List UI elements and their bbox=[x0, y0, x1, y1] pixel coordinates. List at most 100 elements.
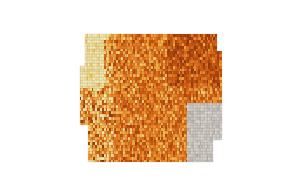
Bar bbox=[203, 160, 205, 162]
Bar bbox=[125, 51, 127, 54]
Bar bbox=[208, 120, 210, 122]
Bar bbox=[99, 40, 100, 43]
Bar bbox=[83, 120, 85, 122]
Bar bbox=[175, 137, 177, 140]
Bar bbox=[173, 117, 175, 120]
Bar bbox=[88, 80, 90, 83]
Bar bbox=[215, 69, 217, 71]
Bar bbox=[100, 43, 102, 46]
Bar bbox=[161, 80, 163, 83]
Bar bbox=[161, 43, 163, 46]
Bar bbox=[154, 145, 156, 148]
Bar bbox=[201, 69, 203, 71]
Bar bbox=[193, 69, 194, 71]
Bar bbox=[144, 71, 146, 74]
Bar bbox=[191, 80, 193, 83]
Bar bbox=[161, 108, 163, 111]
Bar bbox=[201, 91, 203, 94]
Bar bbox=[177, 91, 179, 94]
Bar bbox=[200, 77, 201, 80]
Bar bbox=[97, 83, 99, 86]
Bar bbox=[137, 94, 139, 97]
Bar bbox=[189, 57, 191, 60]
Bar bbox=[203, 63, 205, 66]
Bar bbox=[90, 148, 92, 151]
Bar bbox=[140, 63, 142, 66]
Bar bbox=[206, 34, 208, 37]
Bar bbox=[144, 60, 146, 63]
Bar bbox=[175, 34, 177, 37]
Bar bbox=[142, 80, 144, 83]
Bar bbox=[112, 86, 114, 89]
Bar bbox=[121, 125, 123, 128]
Bar bbox=[137, 148, 139, 151]
Bar bbox=[90, 122, 92, 125]
Bar bbox=[104, 160, 106, 162]
Bar bbox=[88, 100, 90, 103]
Bar bbox=[188, 34, 189, 37]
Bar bbox=[95, 94, 97, 97]
Bar bbox=[106, 34, 107, 37]
Bar bbox=[99, 49, 100, 51]
Bar bbox=[85, 69, 86, 71]
Bar bbox=[109, 97, 111, 100]
Bar bbox=[144, 94, 146, 97]
Bar bbox=[214, 105, 215, 108]
Bar bbox=[94, 151, 95, 154]
Bar bbox=[214, 83, 215, 86]
Bar bbox=[120, 145, 121, 148]
Bar bbox=[212, 145, 214, 148]
Bar bbox=[104, 128, 106, 131]
Bar bbox=[194, 100, 196, 103]
Bar bbox=[102, 145, 104, 148]
Bar bbox=[198, 160, 200, 162]
Bar bbox=[210, 134, 212, 137]
Bar bbox=[167, 77, 168, 80]
Bar bbox=[191, 91, 193, 94]
Bar bbox=[80, 74, 81, 77]
Bar bbox=[125, 83, 127, 86]
Bar bbox=[109, 137, 111, 140]
Bar bbox=[205, 63, 206, 66]
Bar bbox=[161, 34, 163, 37]
Bar bbox=[168, 145, 170, 148]
Bar bbox=[142, 86, 144, 89]
Bar bbox=[88, 97, 90, 100]
Bar bbox=[94, 69, 95, 71]
Bar bbox=[99, 69, 100, 71]
Bar bbox=[203, 77, 205, 80]
Bar bbox=[154, 40, 156, 43]
Bar bbox=[144, 142, 146, 145]
Bar bbox=[156, 97, 158, 100]
Bar bbox=[165, 140, 167, 142]
Bar bbox=[116, 34, 118, 37]
Bar bbox=[184, 122, 186, 125]
Bar bbox=[189, 134, 191, 137]
Bar bbox=[206, 151, 208, 154]
Bar bbox=[94, 80, 95, 83]
Bar bbox=[201, 97, 203, 100]
Bar bbox=[193, 117, 194, 120]
Bar bbox=[80, 94, 81, 97]
Bar bbox=[220, 117, 222, 120]
Bar bbox=[189, 154, 191, 157]
Bar bbox=[205, 69, 206, 71]
Bar bbox=[123, 145, 125, 148]
Bar bbox=[156, 34, 158, 37]
Bar bbox=[206, 74, 208, 77]
Bar bbox=[180, 40, 182, 43]
Bar bbox=[163, 94, 165, 97]
Bar bbox=[88, 66, 90, 69]
Bar bbox=[97, 49, 99, 51]
Bar bbox=[116, 89, 118, 91]
Bar bbox=[193, 137, 194, 140]
Bar bbox=[118, 94, 120, 97]
Bar bbox=[95, 108, 97, 111]
Bar bbox=[92, 114, 94, 117]
Bar bbox=[107, 97, 109, 100]
Bar bbox=[135, 60, 137, 63]
Bar bbox=[85, 86, 86, 89]
Bar bbox=[175, 117, 177, 120]
Bar bbox=[205, 160, 206, 162]
Bar bbox=[198, 131, 200, 134]
